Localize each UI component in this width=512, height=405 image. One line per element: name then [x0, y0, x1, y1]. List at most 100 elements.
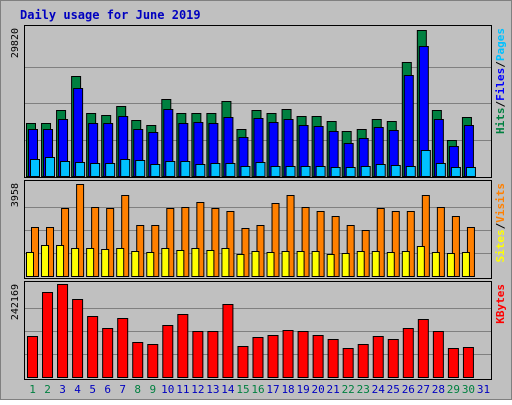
bar-pages-day-3 — [60, 161, 71, 177]
bar-sites-day-3 — [56, 245, 65, 277]
legend-entry-files: Files — [494, 68, 507, 101]
x-tick-label-day-20: 20 — [312, 383, 325, 396]
x-tick-label-day-10: 10 — [161, 383, 174, 396]
bar-sites-day-14 — [221, 248, 230, 277]
bar-pages-day-28 — [435, 163, 446, 177]
legend-entry-pages: Pages — [494, 28, 507, 61]
bar-sites-day-29 — [446, 253, 455, 277]
bar-kbytes-day-4 — [72, 299, 84, 378]
bar-visits-day-18 — [286, 195, 295, 277]
bar-pages-day-9 — [150, 164, 161, 177]
x-tick-label-day-24: 24 — [372, 383, 386, 396]
bar-sites-day-21 — [326, 254, 335, 277]
bar-pages-day-14 — [225, 163, 236, 177]
x-tick-label-day-6: 6 — [104, 383, 111, 396]
bar-visits-day-14 — [226, 211, 235, 277]
bar-kbytes-day-16 — [252, 337, 264, 378]
x-tick-label-day-18: 18 — [281, 383, 294, 396]
bar-pages-day-7 — [120, 159, 131, 177]
x-tick-label-day-28: 28 — [432, 383, 445, 396]
x-tick-label-day-30: 30 — [462, 383, 475, 396]
bar-sites-day-28 — [431, 252, 440, 277]
x-tick-label-day-25: 25 — [387, 383, 400, 396]
bar-sites-day-30 — [461, 252, 470, 277]
bar-visits-day-17 — [271, 203, 280, 277]
x-tick-label-day-31: 31 — [477, 383, 490, 396]
bar-kbytes-day-21 — [327, 339, 339, 378]
x-tick-label-day-23: 23 — [357, 383, 370, 396]
bar-kbytes-day-2 — [42, 292, 54, 378]
bar-sites-day-25 — [386, 252, 395, 277]
bar-visits-day-10 — [166, 208, 175, 277]
bar-sites-day-8 — [131, 251, 140, 277]
bar-kbytes-day-30 — [462, 347, 474, 378]
x-tick-label-day-7: 7 — [119, 383, 126, 396]
bar-visits-day-12 — [196, 202, 205, 277]
bar-visits-day-29 — [451, 216, 460, 277]
bar-visits-day-13 — [211, 208, 220, 277]
bar-sites-day-12 — [191, 248, 200, 277]
x-tick-label-day-3: 3 — [59, 383, 66, 396]
x-tick-label-day-27: 27 — [417, 383, 430, 396]
x-tick-label-day-5: 5 — [89, 383, 96, 396]
x-tick-label-day-14: 14 — [221, 383, 235, 396]
bar-visits-day-24 — [376, 208, 385, 277]
series-visits — [31, 184, 475, 277]
x-tick-label-day-8: 8 — [134, 383, 141, 396]
bar-kbytes-day-13 — [207, 331, 219, 378]
x-tick-label-day-21: 21 — [327, 383, 340, 396]
bar-pages-day-27 — [420, 150, 431, 177]
bar-pages-day-6 — [105, 163, 116, 177]
bar-sites-day-26 — [401, 251, 410, 277]
middle-max-label: 3958 — [10, 183, 21, 207]
x-tick-label-day-2: 2 — [44, 383, 51, 396]
bar-pages-day-19 — [300, 166, 311, 177]
bar-pages-day-4 — [75, 162, 86, 177]
x-tick-label-day-1: 1 — [29, 383, 36, 396]
x-tick-label-day-26: 26 — [402, 383, 415, 396]
legend-entry-separator: / — [494, 61, 507, 68]
bar-kbytes-day-9 — [147, 344, 159, 378]
bar-visits-day-9 — [151, 225, 160, 277]
bar-pages-day-24 — [375, 164, 386, 177]
series-files — [28, 46, 474, 177]
x-tick-label-day-16: 16 — [251, 383, 264, 396]
series-kbytes — [27, 284, 474, 378]
x-tick-label-day-11: 11 — [176, 383, 189, 396]
x-tick-label-day-4: 4 — [74, 383, 81, 396]
bar-visits-day-7 — [121, 195, 130, 277]
bar-sites-day-17 — [266, 252, 275, 277]
bar-visits-day-20 — [316, 211, 325, 277]
bar-sites-day-24 — [371, 251, 380, 277]
bar-kbytes-day-25 — [387, 339, 399, 378]
bar-visits-day-21 — [331, 216, 340, 277]
bottom-legend: KBytes — [494, 284, 507, 324]
bar-visits-day-27 — [421, 195, 430, 277]
top-max-label: 29820 — [10, 28, 21, 58]
bar-sites-day-9 — [146, 252, 155, 277]
bar-pages-day-29 — [450, 167, 461, 177]
bar-kbytes-day-17 — [267, 335, 279, 378]
bar-visits-day-25 — [391, 211, 400, 277]
x-tick-label-day-29: 29 — [447, 383, 460, 396]
bar-pages-day-17 — [270, 166, 281, 177]
bar-visits-day-28 — [436, 207, 445, 277]
bar-sites-day-27 — [416, 246, 425, 277]
bar-pages-day-10 — [165, 161, 176, 177]
bar-pages-day-18 — [285, 166, 296, 177]
bar-kbytes-day-20 — [312, 335, 324, 378]
bar-kbytes-day-11 — [177, 314, 189, 378]
bar-visits-day-4 — [76, 184, 85, 277]
bar-pages-day-2 — [45, 157, 56, 177]
bar-visits-day-6 — [106, 208, 115, 277]
bar-visits-day-26 — [406, 211, 415, 277]
legend-entry-kbytes: KBytes — [494, 284, 507, 324]
bar-sites-day-22 — [341, 253, 350, 277]
bar-kbytes-day-12 — [192, 331, 204, 378]
bar-visits-day-22 — [346, 225, 355, 277]
legend-entry-separator: / — [494, 222, 507, 229]
bar-sites-day-10 — [161, 248, 170, 277]
bar-kbytes-day-24 — [372, 336, 384, 378]
bar-visits-day-5 — [91, 207, 100, 277]
bar-kbytes-day-7 — [117, 318, 129, 378]
